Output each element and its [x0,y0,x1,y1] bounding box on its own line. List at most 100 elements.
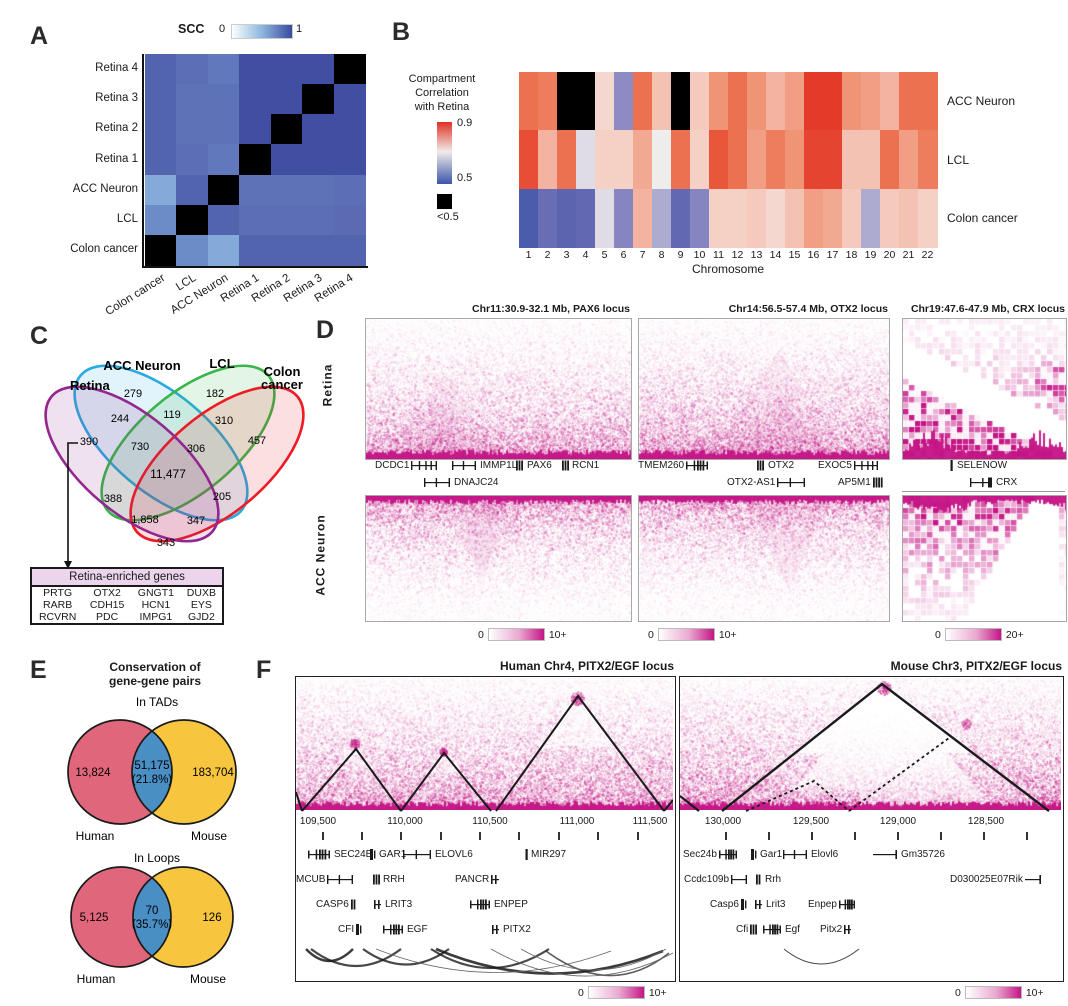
gene-Sec24b: Sec24b [683,848,739,861]
compartment-cell [861,72,881,131]
axis-tick [361,832,363,840]
compartment-cell [823,72,843,131]
scc-cell [145,84,178,115]
gene-Gar1: Gar1 [751,848,782,861]
gene-glyph-span2 [777,478,806,487]
scc-cell [239,114,272,146]
gene-name: PDC [96,611,119,623]
scc-row-label: Retina 3 [95,92,138,105]
compartment-legend-max: 0.9 [457,117,473,129]
compartment-legend-title-line: Correlation [415,87,469,99]
loop-arc [430,948,550,970]
callout-arrow-line [67,442,78,562]
gene-name: CDH15 [89,599,125,611]
scc-cell [270,114,303,146]
scc-cell [207,84,240,115]
gene-name: PRTG [43,587,73,599]
scc-cell [145,144,178,176]
chromosome-number: 17 [826,249,839,261]
axis-tick [983,832,985,840]
gene-label: DCDC1 [375,460,410,471]
colorscale-max: 10+ [648,986,667,999]
scc-cell [145,204,178,236]
scc-cell [333,144,366,176]
gene-glyph-bars [718,849,737,860]
gene-name: EYS [190,599,212,611]
axis-tick [811,832,813,840]
scc-cell [207,174,240,206]
colorscale-min: 0 [935,628,941,641]
compartment-cell [842,72,862,131]
compartment-cell [671,188,691,248]
axis-tick [400,832,402,840]
conservation-title-line2: gene-gene pairs [108,674,202,688]
gene-glyph-block [373,874,380,885]
gene-label: RCN1 [572,460,600,471]
gene-RRH: RRH [373,873,405,886]
compartment-cell [557,72,577,131]
compartment-legend-min: 0.5 [457,172,473,184]
gene-label: CFI [338,924,355,935]
scc-cell [302,84,335,115]
scc-cell [207,114,240,146]
colorscale-human: 0 10+ [578,986,667,999]
gene-glyph-line [873,850,897,859]
compartment-legend-gradient [437,122,452,184]
compartment-cell [557,130,577,190]
axis-number: 110,500 [472,816,508,827]
scc-cell [207,144,240,176]
gene-glyph-bars [763,924,781,935]
chromosome-number: 12 [731,249,744,261]
scc-row-label: Retina 4 [95,62,138,75]
venn-label-acc-neuron: ACC Neuron [103,358,180,373]
gene-glyph-block [516,460,523,471]
scc-cell [302,234,335,266]
loop-arc [435,947,664,975]
conservation-title: Conservation of gene-gene pairs [55,660,255,688]
compartment-cell [899,188,919,248]
gene-name: RCVRN [38,611,77,623]
compartment-cell [519,72,539,131]
compartment-cell [709,188,729,248]
compartment-cell [709,72,729,131]
scc-heatmap-xaxis [142,266,368,268]
venn-label-retina: Retina [70,378,111,393]
gene-glyph-span2 [403,850,431,859]
gene-label: Gm35726 [901,849,945,860]
gene-DNAJC24: DNAJC24 [424,476,498,489]
chromosome-number: 16 [807,249,820,261]
hic-map-mouse-pitx2 [680,677,1061,810]
scc-cell [176,114,209,146]
axis-number: 110,000 [387,816,423,827]
scc-cell [176,234,209,266]
venn-count: 306 [187,443,205,455]
crx-track-baseline [902,491,1065,492]
gene-DCDC1: DCDC1 [375,459,439,472]
gene-glyph-tickb [356,924,362,935]
scc-heatmap-yaxis [142,54,144,268]
venn-count: 244 [111,413,129,425]
tad-triangle-1 [301,747,402,812]
scc-cell [239,84,272,115]
compartment-cell [633,188,653,248]
compartment-cell [899,72,919,131]
compartment-legend-title: Compartment Correlation with Retina [392,72,492,114]
gene-Enpep: Enpep [808,898,857,911]
gene-SEC24B: SEC24B [308,848,372,861]
gene-glyph-bars [308,849,330,860]
axis-tick [725,832,727,840]
gene-label: PAX6 [527,460,552,471]
scc-cell [176,54,209,85]
gene-Lrit3: Lrit3 [755,898,785,911]
scc-cell [145,114,178,146]
scc-cell [145,54,178,85]
compartment-cell [823,188,843,248]
gene-label: Rrh [765,874,782,885]
colorscale-gradient [657,628,715,641]
compartment-cell [652,130,672,190]
compartment-legend-below: <0.5 [437,211,459,223]
panel-letter-c: C [30,322,49,350]
chromosome-number: 18 [845,249,858,261]
venn-count: 388 [104,493,122,505]
panel-d-row-label-acc: ACC Neuron [313,514,328,596]
